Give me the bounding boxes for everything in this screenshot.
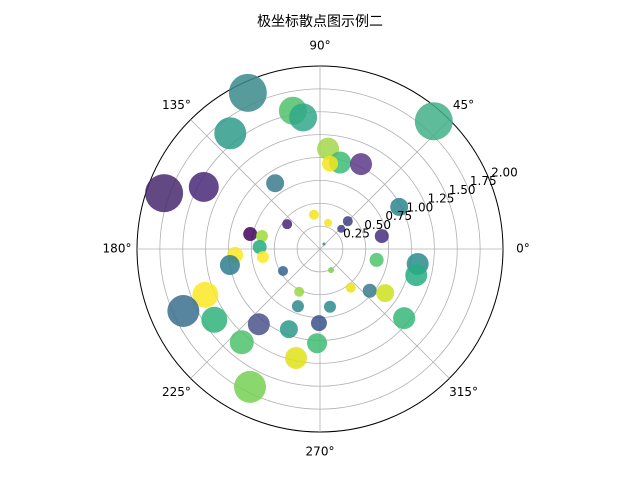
point: [324, 218, 333, 227]
grid-spoke: [190, 119, 321, 250]
grid-spoke: [190, 248, 321, 379]
point: [291, 300, 304, 313]
point: [289, 103, 318, 132]
point: [405, 264, 428, 287]
chart-title: 极坐标散点图示例二: [257, 14, 383, 30]
point: [243, 227, 258, 242]
theta-tick-label: 135°: [162, 98, 191, 112]
r-tick-label: 1.25: [428, 192, 455, 206]
point: [393, 307, 416, 330]
theta-tick-label: 90°: [309, 39, 330, 53]
point: [201, 306, 228, 333]
point: [167, 295, 200, 327]
point: [308, 209, 319, 220]
point: [337, 224, 346, 233]
point: [310, 315, 327, 332]
point: [229, 330, 254, 355]
point: [228, 73, 267, 112]
point: [219, 255, 240, 276]
theta-tick-label: 45°: [453, 98, 474, 112]
point: [414, 102, 453, 141]
r-tick-label: 1.00: [407, 200, 434, 214]
r-tick-label: 0.75: [385, 209, 412, 223]
point: [188, 171, 219, 202]
point: [350, 153, 373, 176]
r-tick-label: 0.25: [343, 227, 370, 241]
r-tick-label: 1.50: [449, 183, 476, 197]
point: [145, 174, 184, 213]
point: [307, 333, 328, 354]
theta-tick-label: 225°: [162, 385, 191, 399]
theta-tick-label: 315°: [449, 385, 478, 399]
point: [285, 347, 308, 370]
point: [282, 219, 293, 230]
point: [327, 267, 335, 274]
r-tick-label: 1.75: [470, 174, 497, 188]
point: [322, 155, 339, 172]
point: [234, 370, 267, 403]
theta-tick-label: 270°: [306, 445, 335, 459]
point: [256, 251, 269, 264]
r-tick-label: 0.50: [364, 218, 391, 232]
point: [369, 252, 384, 267]
theta-tick-label: 0°: [516, 242, 530, 256]
theta-tick-label: 180°: [103, 242, 132, 256]
point: [266, 174, 285, 193]
point: [278, 265, 289, 276]
point: [376, 284, 395, 303]
point: [390, 197, 409, 216]
point: [247, 313, 270, 336]
r-tick-label: 2.00: [491, 165, 518, 179]
point: [345, 282, 356, 293]
point: [374, 229, 389, 244]
point: [322, 242, 326, 246]
point: [214, 117, 247, 150]
point: [342, 216, 353, 227]
point: [323, 300, 336, 313]
point: [362, 283, 377, 298]
point: [252, 239, 267, 255]
point: [294, 286, 305, 297]
grid-spoke: [319, 248, 450, 379]
point: [255, 230, 268, 243]
point: [192, 281, 219, 308]
point: [279, 320, 298, 339]
